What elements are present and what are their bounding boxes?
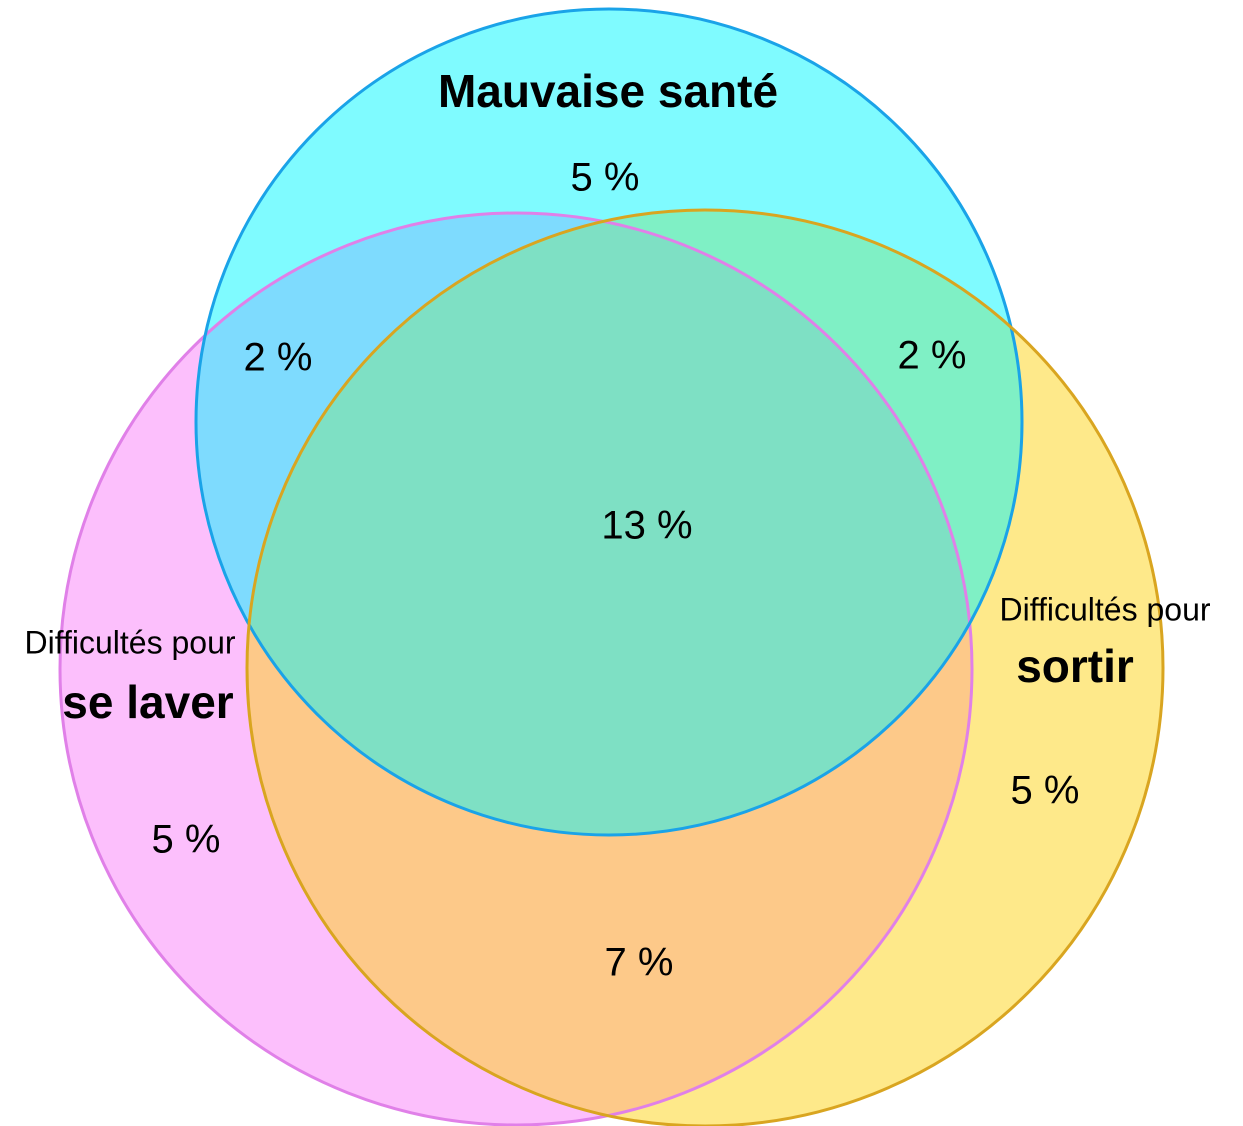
- set-prefix: Difficultés pour: [24, 624, 235, 660]
- region-label: 13 %: [601, 504, 692, 548]
- region-label: 2 %: [244, 336, 313, 380]
- circle-fill-mauvaise-sante: [196, 9, 1022, 835]
- circle-mauvaise-sante: [194, 7, 1024, 837]
- region-label: 5 %: [1011, 769, 1080, 813]
- region-label: 7 %: [605, 941, 674, 985]
- circle-sortir: [245, 208, 1165, 1126]
- region-label: 2 %: [898, 334, 967, 378]
- region-label: 5 %: [571, 156, 640, 200]
- set-name: sortir: [1016, 640, 1134, 692]
- set-name: se laver: [62, 676, 233, 728]
- circle-se-laver: [58, 211, 974, 1126]
- region-label: 5 %: [152, 818, 221, 862]
- set-name: Mauvaise santé: [438, 65, 778, 117]
- set-prefix: Difficultés pour: [999, 591, 1210, 627]
